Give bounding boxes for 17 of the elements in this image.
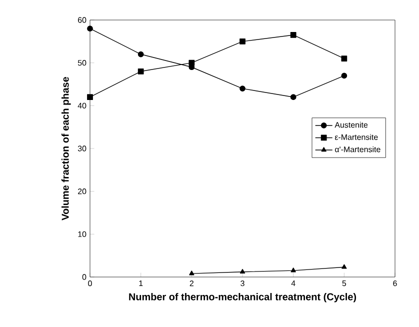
point xyxy=(138,68,144,74)
point xyxy=(138,51,144,58)
point xyxy=(87,94,93,100)
point xyxy=(189,270,194,276)
y-axis-title: Volume fraction of each phase xyxy=(61,76,71,220)
point xyxy=(342,264,347,269)
point xyxy=(240,268,246,274)
point xyxy=(290,32,296,38)
point xyxy=(240,38,246,44)
point xyxy=(188,60,195,66)
point xyxy=(341,56,348,62)
point xyxy=(290,94,296,100)
point xyxy=(341,72,348,79)
x-axis-title: Number of thermo-mechanical treatment (Cycle) xyxy=(129,293,356,302)
point xyxy=(290,268,296,272)
point xyxy=(87,26,93,32)
point xyxy=(240,86,246,92)
